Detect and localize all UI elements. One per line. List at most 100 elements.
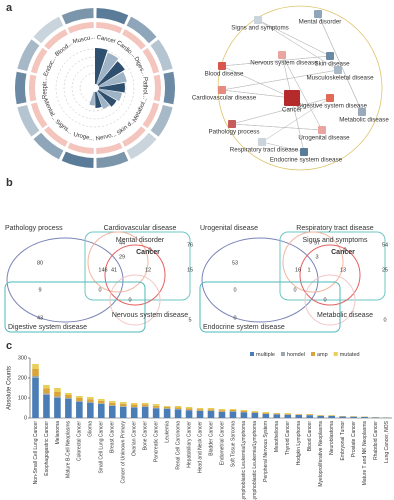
x-tick-label: Endometrial Cancer <box>219 421 225 466</box>
sector-label: Diges... <box>132 56 146 77</box>
legend-label: homdel <box>287 352 305 358</box>
venn-set <box>299 244 361 306</box>
bar-segment <box>108 402 116 406</box>
bar-segment <box>295 415 303 418</box>
bar-segment <box>273 414 281 418</box>
radial-bar <box>95 91 102 108</box>
bar-segment <box>65 398 72 399</box>
node-label: Cancer <box>282 107 302 114</box>
x-tick-label: Leukemia <box>164 421 170 443</box>
set-label: Endocrine system disease <box>203 324 285 331</box>
bar-segment <box>54 398 61 418</box>
bar-segment <box>141 406 149 407</box>
bar-segment <box>65 395 72 398</box>
network-node <box>326 52 334 60</box>
inner-ring <box>122 29 146 50</box>
set-label: Cancer <box>136 249 160 256</box>
bar-segment <box>218 410 226 412</box>
outer-ring <box>15 71 27 105</box>
network-node <box>358 108 366 116</box>
outer-ring <box>126 132 157 160</box>
bar-segment <box>54 396 61 398</box>
bar-segment <box>185 407 193 409</box>
inner-ring <box>67 22 94 34</box>
bar-segment <box>76 401 83 402</box>
set-label: Signs and symptoms <box>303 237 368 244</box>
bar-segment <box>207 408 215 410</box>
panel-label: a <box>6 2 13 14</box>
sector-label: Signs... <box>54 119 74 136</box>
node-label: Musculoskeletal disease <box>306 75 374 82</box>
venn-count: 9 <box>38 287 41 293</box>
bar-segment <box>284 413 292 415</box>
venn-count: 146 <box>98 267 107 273</box>
network-edge <box>257 19 339 71</box>
y-tick-label: 200 <box>18 375 27 381</box>
panel-label: b <box>6 177 13 189</box>
node-label: Digestive system disease <box>297 103 367 110</box>
node-label: Respiratory tract disease <box>230 147 299 154</box>
venn-set <box>4 281 146 333</box>
node-label: Signs and symptoms <box>231 25 288 32</box>
bar-segment <box>328 416 335 418</box>
network-edge <box>281 54 323 131</box>
y-tick-label: 300 <box>18 355 27 361</box>
bar-segment <box>262 412 270 413</box>
x-tick-label: Hepatobiliary Cancer <box>186 421 192 468</box>
bar-segment <box>108 401 116 403</box>
outer-ring <box>96 8 129 25</box>
venn-count: 15 <box>187 267 193 273</box>
x-tick-label: Esophagogastric Cancer <box>44 421 50 476</box>
venn-count: 0 <box>343 247 346 253</box>
network-node <box>218 62 226 70</box>
node-label: Blood disease <box>205 71 244 78</box>
inner-ring <box>142 47 160 74</box>
x-tick-label: Pancreatic Cancer <box>153 421 159 462</box>
bar-segment <box>185 408 193 410</box>
bar-segment <box>196 409 204 411</box>
venn-count: 53 <box>232 260 238 266</box>
y-tick-label: 0 <box>24 415 27 421</box>
bar-segment <box>87 397 94 400</box>
network-node <box>318 126 326 134</box>
network-edge <box>317 13 363 113</box>
bar-segment <box>32 369 39 376</box>
x-tick-label: Neuroblastoma <box>329 421 335 455</box>
bar-segment <box>65 399 72 418</box>
venn-count: 0 <box>98 287 101 293</box>
inner-ring <box>30 102 48 129</box>
sector-label: Pathol... <box>141 77 147 99</box>
node-label: Endocrine system disease <box>270 157 343 164</box>
radial-bar <box>96 91 110 109</box>
network-node <box>254 16 262 24</box>
x-tick-label: Head and Neck Cancer <box>197 421 203 473</box>
legend-label: multiple <box>256 352 275 358</box>
bar-segment <box>273 413 281 415</box>
node-label: Cardiovascular disease <box>192 95 257 102</box>
network-node <box>284 90 300 106</box>
bar-segment <box>87 402 94 403</box>
radial-bar <box>98 71 127 88</box>
bar-segment <box>174 409 182 410</box>
x-tick-label: Thyroid Cancer <box>285 421 291 456</box>
x-tick-label: Melanoma <box>55 421 61 445</box>
bar-segment <box>98 399 105 401</box>
venn-count: 0 <box>148 247 151 253</box>
outer-ring <box>163 71 175 105</box>
network-node <box>314 10 322 18</box>
venn-count: 0 <box>128 297 131 303</box>
bar-segment <box>43 388 50 394</box>
bar-segment <box>108 405 116 406</box>
bar-segment <box>43 395 50 418</box>
network-node <box>228 120 236 128</box>
bar-segment <box>262 413 270 414</box>
outer-ring <box>61 151 94 168</box>
venn-set <box>109 274 161 326</box>
legend-swatch <box>280 352 285 356</box>
bar-segment <box>317 416 324 418</box>
x-tick-label: Cancer of Unknown Primary <box>121 421 127 484</box>
x-tick-label: Rhabdoid Cancer <box>373 421 379 460</box>
bar-segment <box>251 411 259 412</box>
bar-segment <box>152 407 160 409</box>
node-label: Urogenital disease <box>298 135 350 142</box>
